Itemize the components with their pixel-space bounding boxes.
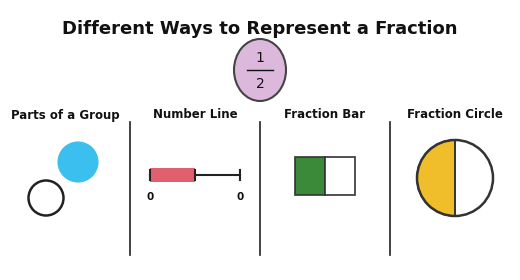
Ellipse shape	[234, 39, 286, 101]
Bar	[325, 157, 355, 195]
Text: Number Line: Number Line	[153, 109, 237, 122]
Text: Different Ways to Represent a Fraction: Different Ways to Represent a Fraction	[62, 20, 458, 38]
Text: 2: 2	[256, 77, 264, 91]
Bar	[150, 168, 195, 182]
Bar	[295, 157, 325, 195]
Circle shape	[417, 140, 493, 216]
Circle shape	[58, 143, 98, 181]
Text: Parts of a Group: Parts of a Group	[11, 109, 119, 122]
Text: 0: 0	[237, 192, 244, 202]
Wedge shape	[417, 140, 455, 216]
Text: Fraction Circle: Fraction Circle	[407, 109, 503, 122]
Text: 0: 0	[146, 192, 153, 202]
Text: 1: 1	[255, 51, 265, 65]
Text: Fraction Bar: Fraction Bar	[284, 109, 366, 122]
